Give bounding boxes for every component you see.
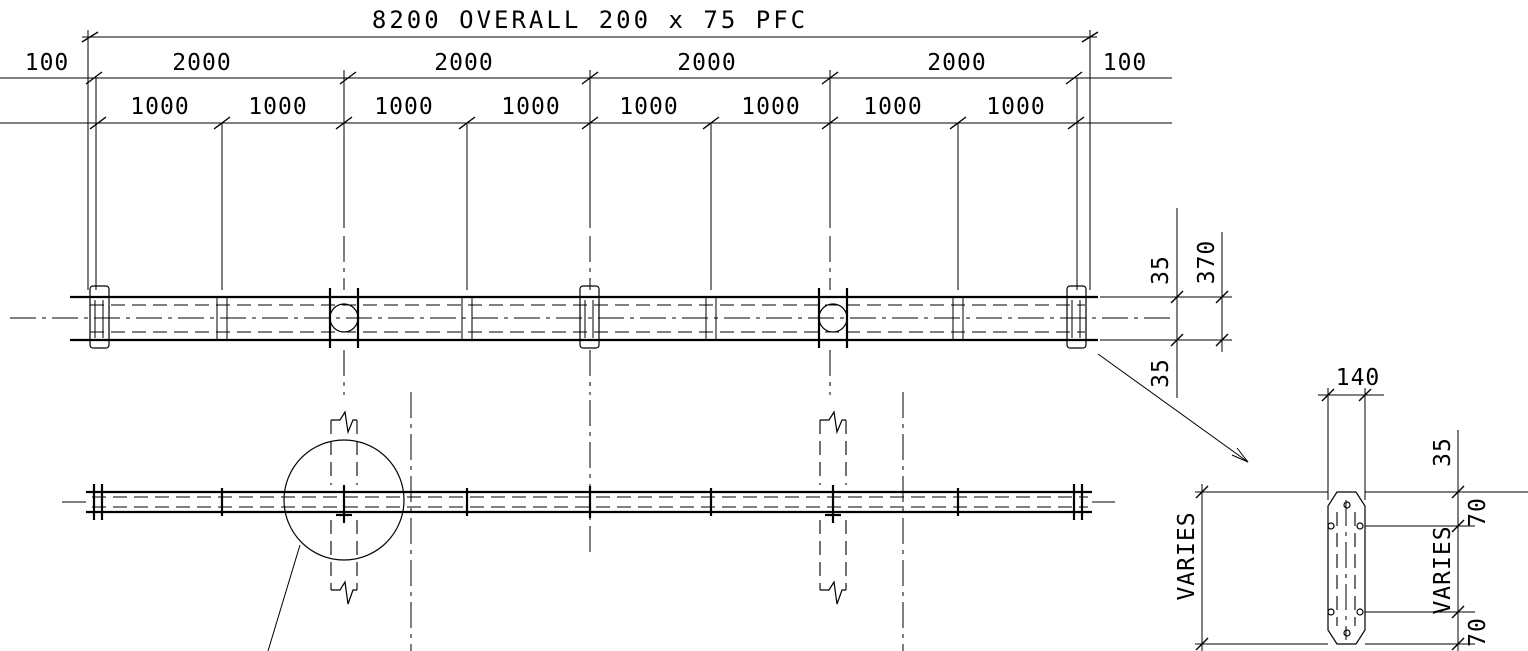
varies-outer-label: VARIES xyxy=(1174,511,1200,600)
end-dim-left: 100 xyxy=(25,50,70,76)
end-dim-right: 100 xyxy=(1103,50,1148,76)
span-dim-1: 2000 xyxy=(172,50,231,76)
span-dimension-row: 100 2000 2000 2000 2000 100 xyxy=(0,50,1172,85)
detail-leader-arrow xyxy=(1097,353,1249,463)
sub-dim-3: 1000 xyxy=(374,94,433,120)
detail-hole-upper-dim: 70 xyxy=(1465,497,1491,527)
sub-dim-6: 1000 xyxy=(741,94,800,120)
depth-dim-bottom: 35 xyxy=(1148,358,1174,388)
detail-hole-lower-dim: 70 xyxy=(1465,617,1491,647)
sub-span-dimension-row: 1000 1000 1000 1000 1000 1000 1000 1000 xyxy=(0,94,1172,130)
detail-width-dim: 140 xyxy=(1336,365,1381,391)
end-plate-detail: 140 VARIES 35 70 VARIES 70 xyxy=(1174,365,1528,651)
overall-dimension: 8200 OVERALL 200 x 75 PFC xyxy=(81,6,1099,43)
detail-top-dim: 35 xyxy=(1430,437,1456,467)
depth-dim-top: 35 xyxy=(1148,255,1174,285)
sub-dim-8: 1000 xyxy=(986,94,1045,120)
sub-dim-5: 1000 xyxy=(619,94,678,120)
varies-inner-label: VARIES xyxy=(1430,525,1456,614)
span-dim-3: 2000 xyxy=(677,50,736,76)
span-dim-4: 2000 xyxy=(927,50,986,76)
elevation-view xyxy=(62,392,1115,651)
plan-view-beam xyxy=(10,285,1172,395)
sub-dim-4: 1000 xyxy=(501,94,560,120)
extension-lines xyxy=(87,30,1091,290)
span-dim-2: 2000 xyxy=(434,50,493,76)
right-depth-dimensions: 35 370 35 xyxy=(1100,208,1232,398)
sub-dim-2: 1000 xyxy=(248,94,307,120)
drawing-title: 8200 OVERALL 200 x 75 PFC xyxy=(372,6,808,34)
sub-dim-7: 1000 xyxy=(863,94,922,120)
depth-dim-total: 370 xyxy=(1194,240,1220,285)
sub-dim-1: 1000 xyxy=(130,94,189,120)
